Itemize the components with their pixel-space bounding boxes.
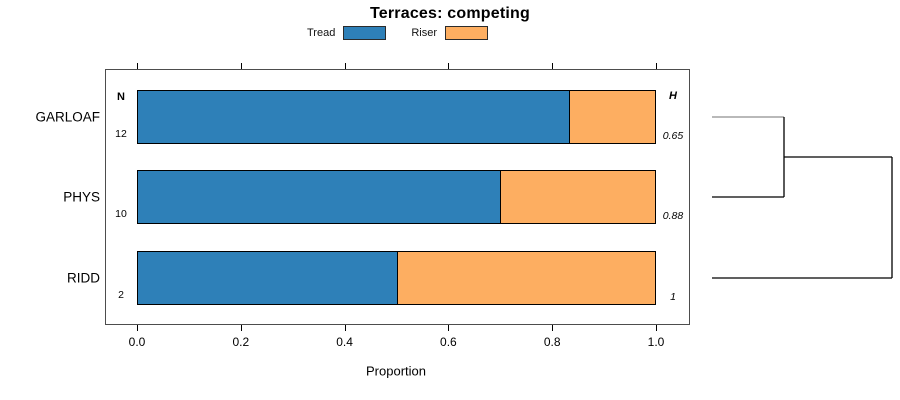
- stacked-bar: [137, 90, 656, 144]
- bar-segment-riser: [499, 171, 655, 223]
- stacked-bar: [137, 251, 656, 305]
- x-tick-label: 1.0: [647, 335, 665, 349]
- x-axis-tick-top: [344, 63, 346, 69]
- bar-segment-riser: [396, 252, 655, 304]
- category-label: GARLOAF: [35, 109, 100, 125]
- x-axis-tick-top: [240, 63, 242, 69]
- stacked-bar: [137, 170, 656, 224]
- x-axis-tick-top: [656, 63, 657, 69]
- x-tick-label: 0.4: [336, 335, 353, 349]
- x-axis-tick: [240, 325, 242, 331]
- x-tick-label: 0.2: [232, 335, 250, 349]
- x-tick-label: 0.6: [440, 335, 457, 349]
- n-value: 10: [115, 208, 127, 220]
- x-axis-title: Proportion: [366, 363, 426, 379]
- h-value: 0.65: [662, 130, 684, 142]
- x-tick-label: 0.0: [128, 335, 146, 349]
- h-column-header: H: [669, 90, 677, 102]
- n-value: 2: [118, 289, 124, 301]
- x-axis-tick: [552, 325, 554, 331]
- legend: Tread Riser: [105, 26, 690, 40]
- category-label: PHYS: [63, 189, 100, 205]
- chart-title: Terraces: competing: [370, 5, 530, 22]
- x-axis-tick-top: [448, 63, 450, 69]
- legend-item-tread: Tread: [307, 26, 387, 40]
- bar-segment-tread: [138, 91, 569, 143]
- x-axis-tick-top: [137, 63, 138, 69]
- x-axis-tick: [137, 325, 138, 331]
- h-value: 0.88: [662, 210, 684, 222]
- tread-color-swatch: [343, 26, 387, 40]
- legend-label-riser: Riser: [411, 27, 437, 39]
- x-axis-tick: [344, 325, 346, 331]
- bar-segment-tread: [138, 252, 397, 304]
- x-axis-tick: [448, 325, 450, 331]
- bar-segment-tread: [138, 171, 500, 223]
- n-value: 12: [115, 128, 127, 140]
- category-label: RIDD: [67, 270, 100, 286]
- legend-item-riser: Riser: [411, 26, 488, 40]
- x-tick-label: 0.8: [543, 335, 561, 349]
- riser-color-swatch: [445, 26, 488, 40]
- n-column-header: N: [117, 91, 125, 103]
- bar-segment-riser: [568, 91, 655, 143]
- h-value: 1: [670, 291, 676, 303]
- legend-label-tread: Tread: [307, 27, 336, 39]
- x-axis-tick-top: [552, 63, 554, 69]
- x-axis-tick: [656, 325, 657, 331]
